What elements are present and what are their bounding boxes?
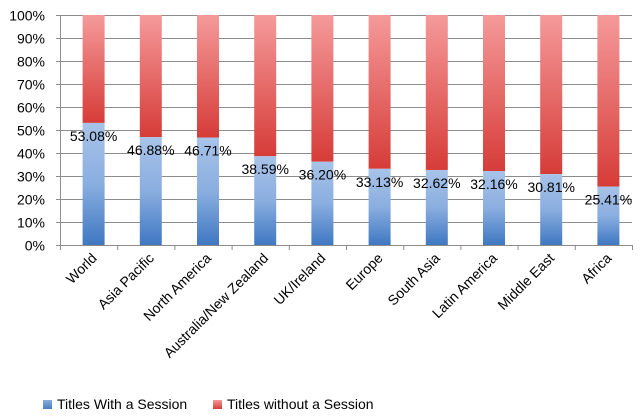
bar-with-session [197,137,219,245]
legend-swatch-red [213,399,222,409]
bar-without-session [540,15,563,175]
bar-without-session [425,15,448,170]
bar-without-session [82,15,105,123]
y-tick-label: 70% [17,77,45,93]
data-label: 46.88% [127,142,174,158]
x-tick-label: UK/Ireland [270,250,328,308]
x-tick-label: South Asia [384,250,443,309]
data-label: 33.13% [356,174,403,190]
bars [82,15,620,245]
bar-without-session [254,15,277,157]
bar-with-session [540,174,563,245]
data-label: 36.20% [299,167,346,183]
x-tick-label: Africa [578,250,615,287]
x-tick-label: Europe [342,250,385,293]
data-label: 32.16% [470,176,517,192]
x-tick-label: Australia/New Zealand [160,250,271,361]
data-label: 53.08% [70,128,117,144]
bar-with-session [483,171,505,245]
x-tick-label: Middle East [494,250,557,313]
bar-with-session [254,156,277,245]
y-tick-label: 20% [17,192,45,208]
bar-without-session [311,15,334,162]
y-tick-label: 100% [9,8,45,24]
legend-item-with-session: Titles With a Session [43,396,187,412]
data-label: 38.59% [241,161,288,177]
bar-without-session [483,15,505,172]
bar-with-session [425,169,448,245]
x-tick-label: Asia Pacific [94,250,156,312]
data-label: 32.62% [413,175,460,191]
data-label: 25.41% [585,192,632,208]
bar-with-session [368,168,391,245]
y-tick-label: 60% [17,100,45,116]
x-tick-label: World [63,250,100,287]
y-tick-label: 90% [17,31,45,47]
y-tick-label: 0% [25,238,45,254]
y-tick-label: 80% [17,54,45,70]
legend-swatch-blue [43,399,52,409]
data-label: 30.81% [527,179,574,195]
y-tick-label: 30% [17,169,45,185]
legend-label: Titles without a Session [227,396,374,412]
legend-label: Titles With a Session [57,396,188,412]
bar-without-session [197,15,219,138]
y-axis: 0% 10% 20% 30% 40% 50% 60% 70% 80% 90% 100% [9,8,61,254]
y-tick-label: 50% [17,123,45,139]
y-tick-label: 10% [17,215,45,231]
legend-item-without-session: Titles without a Session [213,396,374,412]
bar-with-session [597,186,620,245]
bar-without-session [597,15,620,187]
bar-without-session [139,15,162,138]
y-tick-label: 40% [17,146,45,162]
data-labels: 53.08% 46.88% 46.71% 38.59% 36.20% 33.13% 32.6… [70,128,632,208]
bar-with-session [139,137,162,245]
bar-without-session [368,15,391,169]
bar-with-session [82,122,105,245]
bar-with-session [311,161,334,245]
data-label: 46.71% [184,143,231,159]
